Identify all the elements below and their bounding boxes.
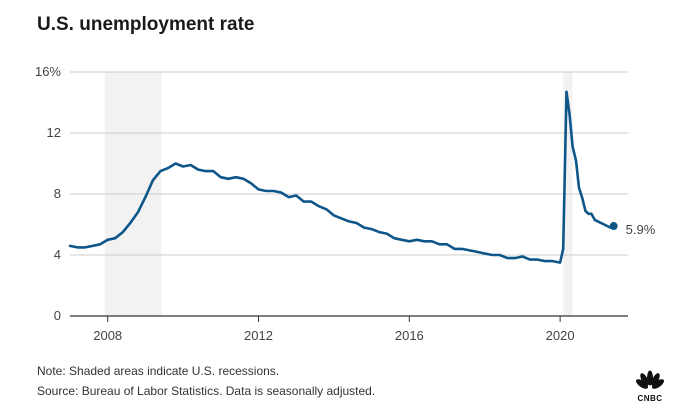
cnbc-logo: CNBC — [633, 370, 667, 410]
y-tick-label-8: 8 — [54, 186, 61, 201]
x-tick-label-2008: 2008 — [93, 328, 122, 343]
peacock-icon — [635, 370, 665, 394]
x-tick-label-2020: 2020 — [546, 328, 575, 343]
chart-source: Source: Bureau of Labor Statistics. Data… — [37, 384, 376, 398]
x-tick-label-2012: 2012 — [244, 328, 273, 343]
y-tick-label-4: 4 — [54, 247, 61, 262]
logo-text: CNBC — [637, 394, 663, 403]
chart-note: Note: Shaded areas indicate U.S. recessi… — [37, 364, 280, 378]
y-tick-label-0: 0 — [54, 308, 61, 323]
last-data-point — [609, 222, 618, 231]
x-tick-label-2016: 2016 — [395, 328, 424, 343]
y-tick-label-16: 16% — [35, 64, 61, 79]
series-line — [68, 90, 615, 264]
y-tick-label-12: 12 — [47, 125, 61, 140]
last-value-label: 5.9% — [626, 222, 656, 237]
chart-title: U.S. unemployment rate — [37, 14, 255, 35]
